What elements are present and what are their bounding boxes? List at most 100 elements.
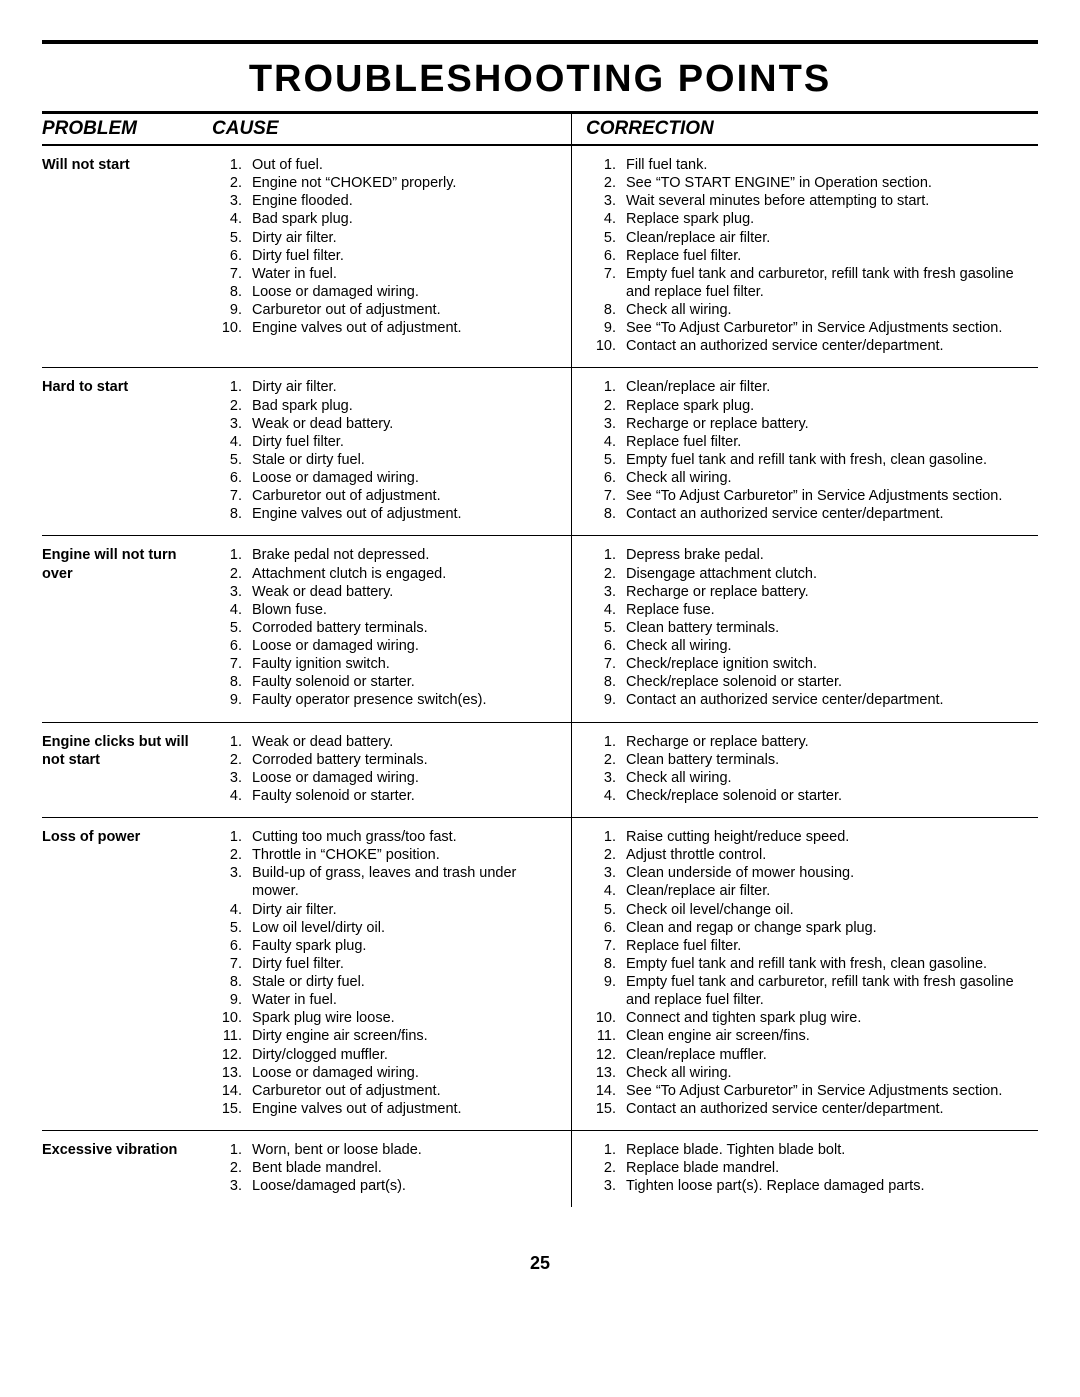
troubleshooting-table: PROBLEM CAUSE CORRECTION Will not startO…	[42, 111, 1038, 1207]
correction-item: Adjust throttle control.	[620, 846, 1038, 864]
correction-item: Contact an authorized service center/dep…	[620, 505, 1038, 523]
correction-item: Tighten loose part(s). Replace damaged p…	[620, 1177, 1038, 1195]
cause-item: Carburetor out of adjustment.	[246, 301, 561, 319]
cause-item: Stale or dirty fuel.	[246, 973, 561, 991]
correction-item: Replace spark plug.	[620, 397, 1038, 415]
cause-item: Water in fuel.	[246, 265, 561, 283]
cause-item: Cutting too much grass/too fast.	[246, 828, 561, 846]
correction-item: Replace fuel filter.	[620, 247, 1038, 265]
correction-cell: Depress brake pedal.Disengage attachment…	[572, 536, 1038, 721]
page-number: 25	[42, 1253, 1038, 1274]
cause-item: Weak or dead battery.	[246, 583, 561, 601]
correction-item: Clean underside of mower housing.	[620, 864, 1038, 882]
cause-item: Engine not “CHOKED” properly.	[246, 174, 561, 192]
cause-item: Loose or damaged wiring.	[246, 637, 561, 655]
cause-item: Loose/damaged part(s).	[246, 1177, 561, 1195]
correction-item: Wait several minutes before attempting t…	[620, 192, 1038, 210]
cause-item: Dirty fuel filter.	[246, 955, 561, 973]
correction-item: Clean battery terminals.	[620, 619, 1038, 637]
correction-item: Contact an authorized service center/dep…	[620, 691, 1038, 709]
table-row: Hard to startDirty air filter.Bad spark …	[42, 368, 1038, 536]
correction-item: Check/replace solenoid or starter.	[620, 673, 1038, 691]
cause-item: Engine valves out of adjustment.	[246, 505, 561, 523]
correction-cell: Replace blade. Tighten blade bolt.Replac…	[572, 1131, 1038, 1207]
cause-item: Faulty spark plug.	[246, 937, 561, 955]
correction-item: Empty fuel tank and refill tank with fre…	[620, 955, 1038, 973]
cause-item: Blown fuse.	[246, 601, 561, 619]
correction-item: See “To Adjust Carburetor” in Service Ad…	[620, 487, 1038, 505]
problem-cell: Loss of power	[42, 818, 212, 1130]
problem-cell: Engine clicks but will not start	[42, 723, 212, 818]
correction-item: Connect and tighten spark plug wire.	[620, 1009, 1038, 1027]
problem-cell: Excessive vibration	[42, 1131, 212, 1207]
problem-cell: Hard to start	[42, 368, 212, 535]
table-header-row: PROBLEM CAUSE CORRECTION	[42, 114, 1038, 146]
cause-item: Attachment clutch is engaged.	[246, 565, 561, 583]
correction-item: Recharge or replace battery.	[620, 583, 1038, 601]
correction-item: Check all wiring.	[620, 301, 1038, 319]
correction-item: Clean battery terminals.	[620, 751, 1038, 769]
correction-item: Check all wiring.	[620, 769, 1038, 787]
cause-item: Worn, bent or loose blade.	[246, 1141, 561, 1159]
correction-item: Clean and regap or change spark plug.	[620, 919, 1038, 937]
table-row: Loss of power Cutting too much grass/too …	[42, 818, 1038, 1131]
correction-item: Check/replace ignition switch.	[620, 655, 1038, 673]
cause-item: Corroded battery terminals.	[246, 619, 561, 637]
cause-cell: Brake pedal not depressed.Attachment clu…	[212, 536, 572, 721]
correction-item: Recharge or replace battery.	[620, 415, 1038, 433]
cause-item: Corroded battery terminals.	[246, 751, 561, 769]
cause-item: Loose or damaged wiring.	[246, 283, 561, 301]
correction-item: Empty fuel tank and refill tank with fre…	[620, 451, 1038, 469]
correction-item: Check/replace solenoid or starter.	[620, 787, 1038, 805]
cause-cell: Weak or dead battery.Corroded battery te…	[212, 723, 572, 818]
cause-item: Bad spark plug.	[246, 397, 561, 415]
correction-item: Clean/replace air filter.	[620, 229, 1038, 247]
correction-cell: Clean/replace air filter.Replace spark p…	[572, 368, 1038, 535]
correction-item: Replace fuel filter.	[620, 937, 1038, 955]
correction-item: Disengage attachment clutch.	[620, 565, 1038, 583]
correction-cell: Recharge or replace battery.Clean batter…	[572, 723, 1038, 818]
correction-item: Contact an authorized service center/dep…	[620, 1100, 1038, 1118]
cause-item: Faulty operator presence switch(es).	[246, 691, 561, 709]
correction-item: Fill fuel tank.	[620, 156, 1038, 174]
correction-item: Replace blade. Tighten blade bolt.	[620, 1141, 1038, 1159]
problem-cell: Engine will not turn over	[42, 536, 212, 721]
col-header-correction: CORRECTION	[572, 114, 1038, 144]
cause-cell: Worn, bent or loose blade.Bent blade man…	[212, 1131, 572, 1207]
correction-item: Clean/replace air filter.	[620, 882, 1038, 900]
correction-item: Contact an authorized service center/dep…	[620, 337, 1038, 355]
cause-item: Dirty air filter.	[246, 229, 561, 247]
correction-item: Check all wiring.	[620, 1064, 1038, 1082]
cause-item: Loose or damaged wiring.	[246, 469, 561, 487]
correction-item: Check oil level/change oil.	[620, 901, 1038, 919]
page-title: TROUBLESHOOTING POINTS	[42, 40, 1038, 101]
cause-item: Spark plug wire loose.	[246, 1009, 561, 1027]
correction-item: See “To Adjust Carburetor” in Service Ad…	[620, 1082, 1038, 1100]
correction-item: Clean/replace air filter.	[620, 378, 1038, 396]
cause-item: Engine valves out of adjustment.	[246, 319, 561, 337]
cause-item: Low oil level/dirty oil.	[246, 919, 561, 937]
cause-item: Dirty fuel filter.	[246, 433, 561, 451]
correction-item: Empty fuel tank and carburetor, refill t…	[620, 973, 1038, 1009]
correction-item: Replace blade mandrel.	[620, 1159, 1038, 1177]
cause-item: Faulty solenoid or starter.	[246, 787, 561, 805]
cause-item: Weak or dead battery.	[246, 415, 561, 433]
cause-item: Dirty/clogged muffler.	[246, 1046, 561, 1064]
correction-item: Recharge or replace battery.	[620, 733, 1038, 751]
cause-item: Throttle in “CHOKE” position.	[246, 846, 561, 864]
correction-item: Clean engine air screen/fins.	[620, 1027, 1038, 1045]
correction-item: Replace fuel filter.	[620, 433, 1038, 451]
correction-item: Clean/replace muffler.	[620, 1046, 1038, 1064]
correction-cell: Raise cutting height/reduce speed.Adjust…	[572, 818, 1038, 1130]
cause-item: Loose or damaged wiring.	[246, 1064, 561, 1082]
cause-item: Brake pedal not depressed.	[246, 546, 561, 564]
cause-item: Loose or damaged wiring.	[246, 769, 561, 787]
correction-item: Depress brake pedal.	[620, 546, 1038, 564]
cause-item: Carburetor out of adjustment.	[246, 487, 561, 505]
cause-item: Dirty air filter.	[246, 901, 561, 919]
cause-item: Faulty solenoid or starter.	[246, 673, 561, 691]
cause-item: Dirty fuel filter.	[246, 247, 561, 265]
correction-item: Check all wiring.	[620, 469, 1038, 487]
correction-item: Replace spark plug.	[620, 210, 1038, 228]
correction-item: Replace fuse.	[620, 601, 1038, 619]
